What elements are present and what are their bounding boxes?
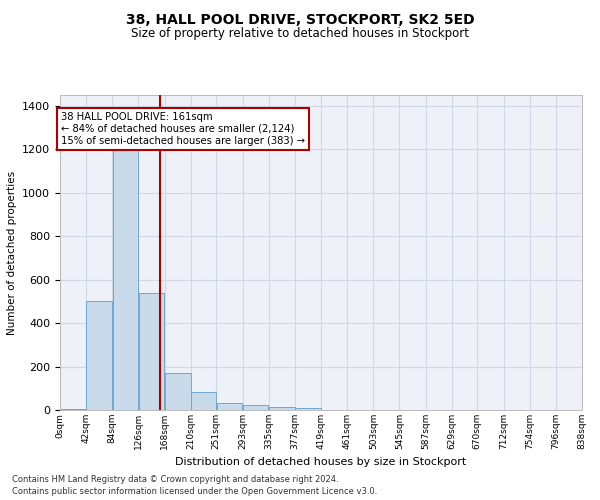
Y-axis label: Number of detached properties: Number of detached properties: [7, 170, 17, 334]
Bar: [165, 373, 191, 410]
Text: Size of property relative to detached houses in Stockport: Size of property relative to detached ho…: [131, 28, 469, 40]
Text: 38 HALL POOL DRIVE: 161sqm
← 84% of detached houses are smaller (2,124)
15% of s: 38 HALL POOL DRIVE: 161sqm ← 84% of deta…: [61, 112, 305, 146]
X-axis label: Distribution of detached houses by size in Stockport: Distribution of detached houses by size …: [175, 458, 467, 468]
Bar: [295, 408, 321, 410]
Bar: [243, 405, 268, 410]
Bar: [269, 406, 295, 410]
Bar: [113, 140, 138, 410]
Text: Contains public sector information licensed under the Open Government Licence v3: Contains public sector information licen…: [12, 487, 377, 496]
Bar: [86, 302, 112, 410]
Text: Contains HM Land Registry data © Crown copyright and database right 2024.: Contains HM Land Registry data © Crown c…: [12, 475, 338, 484]
Bar: [60, 409, 86, 410]
Bar: [191, 392, 216, 410]
Text: 38, HALL POOL DRIVE, STOCKPORT, SK2 5ED: 38, HALL POOL DRIVE, STOCKPORT, SK2 5ED: [125, 12, 475, 26]
Bar: [139, 292, 164, 410]
Bar: [217, 404, 242, 410]
